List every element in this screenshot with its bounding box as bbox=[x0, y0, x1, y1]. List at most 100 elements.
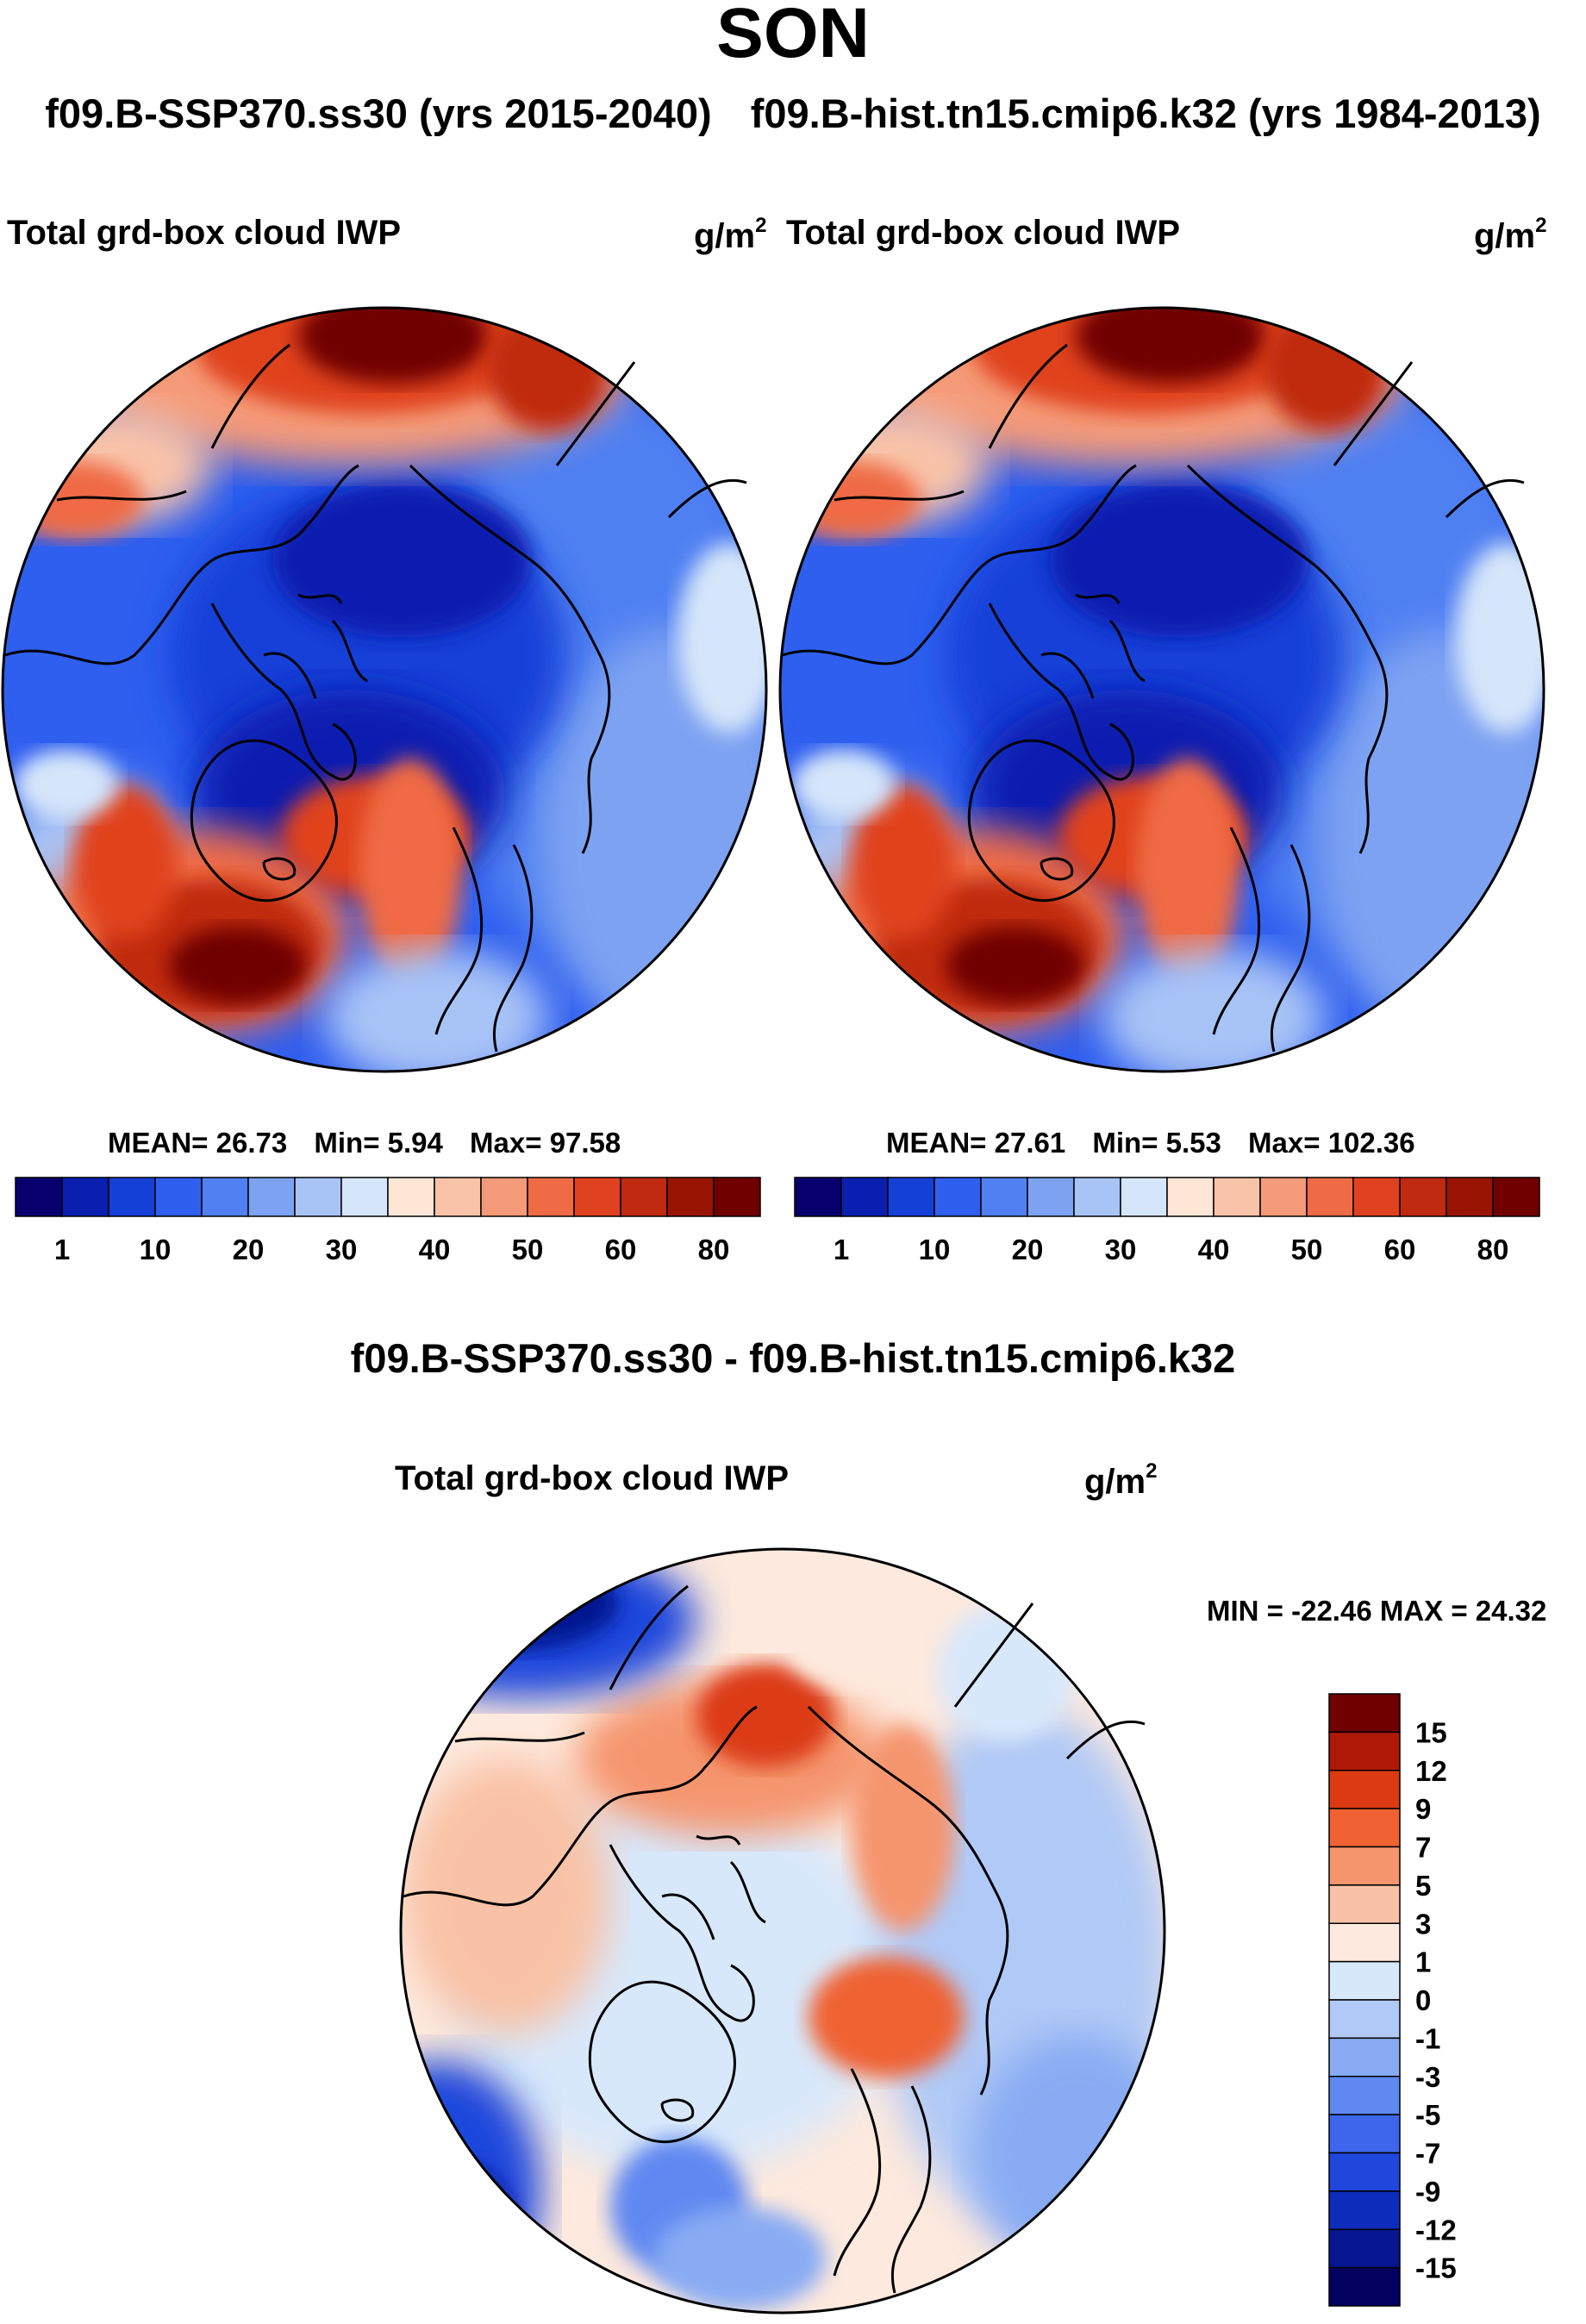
colorbar-diff-tick-label: -3 bbox=[1415, 2061, 1440, 2093]
coastline-segment bbox=[409, 464, 611, 854]
map-left-border bbox=[1, 306, 768, 1073]
left-units-base: g/m bbox=[694, 217, 756, 255]
colorbar-diff-tick-label: -1 bbox=[1415, 2022, 1440, 2054]
map-right-border bbox=[778, 306, 1545, 1073]
colorbar-right-box bbox=[1166, 1177, 1214, 1217]
map-right bbox=[780, 308, 1544, 1071]
colorbar-right-box bbox=[1073, 1177, 1121, 1217]
colorbar-diff-tick-label: 5 bbox=[1415, 1870, 1431, 1902]
colorbar-right-box bbox=[1259, 1177, 1308, 1217]
colorbar-left-box bbox=[527, 1177, 575, 1217]
colorbar-diff-box bbox=[1328, 2152, 1401, 2192]
colorbar-right-box bbox=[840, 1177, 889, 1217]
coastline-segment bbox=[262, 857, 297, 881]
right-mean-value: 27.61 bbox=[994, 1127, 1066, 1159]
field-region bbox=[324, 948, 548, 1071]
coastline-segment bbox=[1040, 857, 1074, 881]
colorbar-diff-box bbox=[1328, 1770, 1401, 1809]
colorbar-diff-box bbox=[1328, 2266, 1401, 2307]
right-units-base: g/m bbox=[1474, 217, 1536, 255]
coastline-segment bbox=[210, 603, 357, 781]
colorbar-diff-box bbox=[1328, 1846, 1401, 1886]
field-region bbox=[401, 1549, 696, 1698]
case-names: f09.B-SSP370.ss30 (yrs 2015-2040) f09.B-… bbox=[0, 90, 1586, 137]
coastline-segment bbox=[967, 739, 1115, 903]
colorbar-left-tick-label: 1 bbox=[54, 1234, 70, 1265]
right-min-label: Min= bbox=[1092, 1127, 1158, 1159]
diff-minmax: MIN = -22.46 MAX = 24.32 bbox=[1207, 1595, 1547, 1627]
colorbar-right-box bbox=[887, 1177, 935, 1217]
coastline-segment bbox=[661, 1834, 766, 1940]
field-region bbox=[1050, 483, 1308, 638]
diff-panel-units: g/m2 bbox=[1084, 1459, 1157, 1502]
coastline-right bbox=[782, 343, 1525, 1053]
colorbar-right-tick-label: 60 bbox=[1384, 1234, 1416, 1265]
colorbar-right-box bbox=[1352, 1177, 1401, 1217]
colorbar-left-box bbox=[108, 1177, 156, 1217]
colorbar-right-tick-label: 10 bbox=[919, 1234, 951, 1265]
colorbar-left-tick-label: 50 bbox=[512, 1234, 544, 1265]
diff-panel-title: Total grd-box cloud IWP bbox=[395, 1459, 789, 1497]
left-mean-label: MEAN= bbox=[108, 1127, 209, 1159]
colorbar-left-tick-label: 60 bbox=[605, 1234, 637, 1265]
field-region bbox=[401, 2060, 541, 2313]
field-region bbox=[852, 784, 955, 940]
colorbar-diff-tick-label: -9 bbox=[1415, 2176, 1440, 2208]
diff-units-base: g/m bbox=[1084, 1463, 1146, 1501]
colorbar-right-box bbox=[1213, 1177, 1261, 1217]
colorbar-diff-box bbox=[1328, 2114, 1401, 2154]
field-region bbox=[852, 1724, 955, 1931]
colorbar-difference: 15 12 9 7 5 3 1 0 -1 -3 -5 -7 -9 -12 -15 bbox=[1328, 1693, 1457, 2307]
colorbar-left-box bbox=[434, 1177, 482, 1217]
field-region bbox=[791, 1621, 946, 1690]
field-region bbox=[272, 483, 531, 638]
coastline-segment bbox=[807, 1705, 1009, 2096]
right-panel-units: g/m2 bbox=[1474, 214, 1546, 256]
left-panel-stats: MEAN= 26.73 Min= 5.94 Max= 97.58 bbox=[108, 1127, 621, 1159]
right-units-exp: 2 bbox=[1535, 214, 1547, 237]
difference-header: f09.B-SSP370.ss30 - f09.B-hist.tn15.cmip… bbox=[350, 1335, 1236, 1381]
field-region bbox=[791, 750, 895, 819]
colorbar-right-tick-label: 20 bbox=[1012, 1234, 1044, 1265]
coastline-segment bbox=[609, 1844, 755, 2022]
field-region bbox=[403, 1759, 610, 2034]
left-max-label: Max= bbox=[470, 1127, 542, 1159]
right-panel-title: Total grd-box cloud IWP bbox=[786, 214, 1180, 252]
field-region bbox=[298, 308, 488, 384]
left-panel-title: Total grd-box cloud IWP bbox=[7, 214, 401, 252]
colorbar-diff-box bbox=[1328, 1731, 1401, 1771]
left-mean-value: 26.73 bbox=[215, 1127, 288, 1159]
coastline-segment bbox=[988, 603, 1134, 781]
colorbar-right-tick-label: 40 bbox=[1198, 1234, 1230, 1265]
left-min-label: Min= bbox=[314, 1127, 380, 1159]
colorbar-diff-tick-label: -5 bbox=[1415, 2099, 1440, 2131]
coastline-segment bbox=[588, 1980, 736, 2144]
field-region bbox=[1136, 759, 1239, 983]
colorbar-diff-box bbox=[1328, 1999, 1401, 2040]
coastline-segment bbox=[1186, 464, 1389, 854]
right-mean-label: MEAN= bbox=[886, 1127, 987, 1159]
colorbar-diff-tick-label: 15 bbox=[1415, 1716, 1447, 1748]
coastline-segment bbox=[56, 343, 290, 502]
field-region bbox=[653, 2207, 826, 2310]
field-region bbox=[809, 1957, 964, 2077]
colorbar-diff-tick-label: -12 bbox=[1415, 2214, 1457, 2246]
field-region bbox=[359, 759, 462, 983]
colorbar-left-box bbox=[247, 1177, 296, 1217]
colorbar-left-box bbox=[620, 1177, 668, 1217]
colorbar-left-box bbox=[294, 1177, 342, 1217]
colorbar-left-tick-label: 40 bbox=[419, 1234, 451, 1265]
colorbar-right-box bbox=[980, 1177, 1028, 1217]
right-max-label: Max= bbox=[1248, 1127, 1321, 1159]
colorbar-diff-box bbox=[1328, 1960, 1401, 2001]
coastline-difference bbox=[403, 1584, 1146, 2294]
left-max-value: 97.58 bbox=[549, 1127, 621, 1159]
colorbar-left-box bbox=[201, 1177, 249, 1217]
colorbar-diff-box bbox=[1328, 1922, 1401, 1963]
colorbar-diff-box bbox=[1328, 2228, 1401, 2269]
left-panel-units: g/m2 bbox=[694, 214, 766, 256]
field-region bbox=[938, 1603, 1076, 1741]
colorbar-diff-tick-label: 0 bbox=[1415, 1984, 1431, 2016]
colorbar-left-box bbox=[61, 1177, 109, 1217]
